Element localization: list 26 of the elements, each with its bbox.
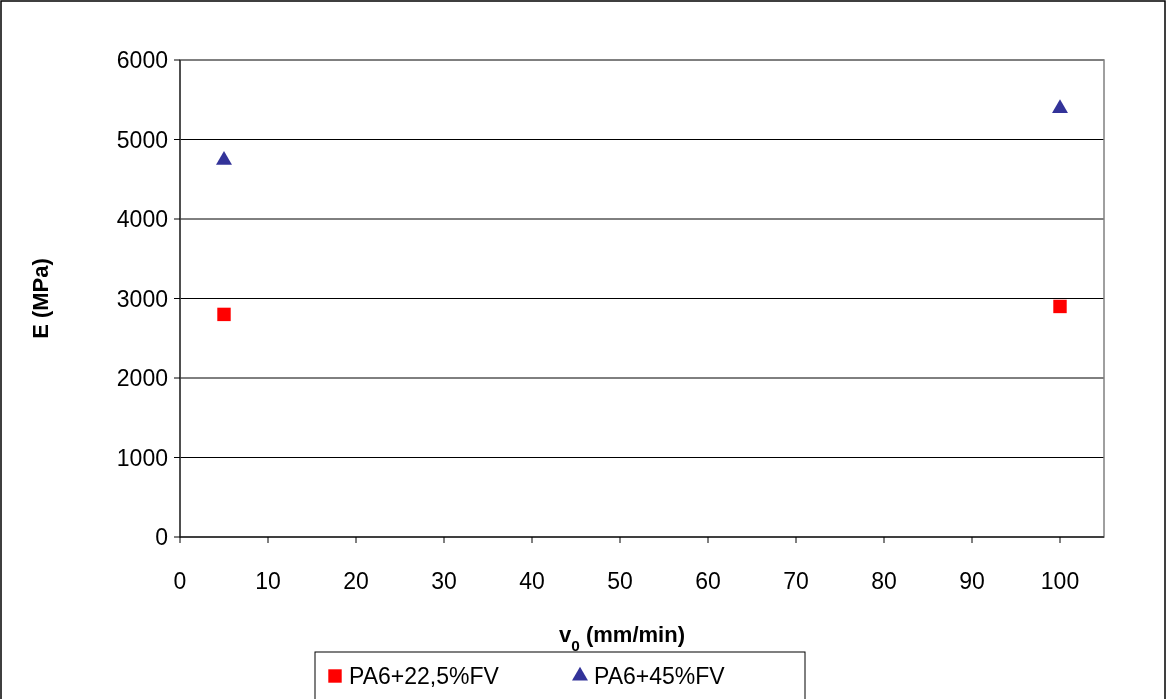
x-tick-label: 10 [255,568,281,594]
y-tick-label: 6000 [116,47,168,74]
legend-label: PA6+45%FV [594,663,726,690]
x-tick-label: 30 [431,568,457,594]
x-tick-label: 0 [173,568,187,594]
x-tick-label: 90 [959,568,985,594]
y-tick-label: 0 [155,524,168,551]
y-tick-label: 3000 [116,285,168,312]
x-axis-title: v$_{0}$ (mm/min) [559,622,685,654]
point [217,307,231,322]
y-tick-label: 5000 [116,126,168,153]
x-tick-label: 20 [343,568,369,594]
y-tick-label: 4000 [116,206,168,233]
x-tick-label: 70 [783,568,809,594]
legend-label: PA6+22,5%FV [349,663,500,690]
point [216,150,232,165]
x-tick-label: 100 [1040,568,1080,594]
x-tick-label: 60 [695,568,721,594]
x-tick-label: 80 [871,568,897,594]
x-tick-label: 40 [519,568,545,594]
y-tick-label: 1000 [116,444,168,471]
y-axis-title: E (MPa) [28,258,53,339]
point [1052,99,1068,114]
x-tick-label: 50 [607,568,633,594]
point [1053,299,1067,314]
y-tick-label: 2000 [116,365,168,392]
